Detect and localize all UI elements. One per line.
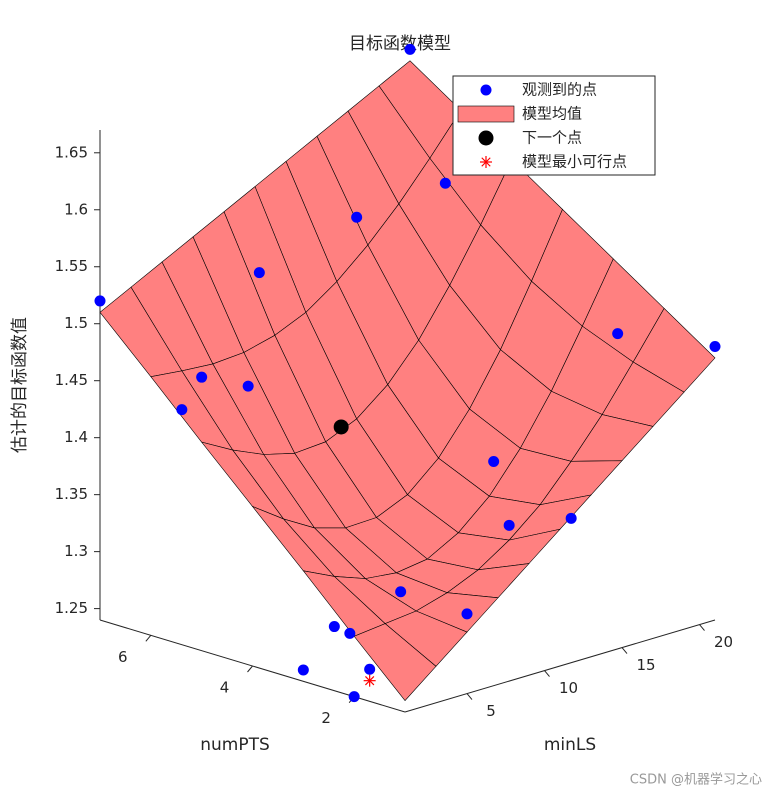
x-tick-label: 6 <box>118 648 128 666</box>
y-tick-label: 15 <box>636 656 655 674</box>
z-tick-label: 1.45 <box>55 371 88 389</box>
observed-point <box>395 586 407 598</box>
z-tick-label: 1.4 <box>64 428 88 446</box>
legend-label: 模型最小可行点 <box>522 153 627 171</box>
y-tick <box>466 693 473 700</box>
z-tick-label: 1.5 <box>64 314 88 332</box>
observed-point <box>351 211 363 223</box>
y-tick <box>544 670 550 677</box>
x-tick-label: 4 <box>220 679 230 697</box>
observed-point <box>344 627 356 639</box>
x-tick <box>247 665 253 673</box>
min-point <box>363 674 376 687</box>
z-tick-label: 1.3 <box>64 542 88 560</box>
z-tick-label: 1.65 <box>55 143 88 161</box>
observed-point <box>461 608 473 620</box>
legend-marker <box>480 84 492 96</box>
legend-marker <box>478 130 494 146</box>
observed-point <box>364 663 376 675</box>
observed-point <box>709 341 721 353</box>
chart-title: 目标函数模型 <box>349 34 451 54</box>
observed-point <box>348 691 360 703</box>
observed-point <box>404 43 416 55</box>
observed-point <box>612 328 624 340</box>
observed-point <box>196 371 208 383</box>
next-point <box>333 419 349 435</box>
z-axis-label: 估计的目标函数值 <box>10 317 30 453</box>
x-tick <box>145 635 152 642</box>
legend-label: 下一个点 <box>522 129 582 147</box>
observed-point <box>176 404 188 416</box>
observed-point <box>242 380 254 392</box>
z-tick-label: 1.25 <box>55 599 88 617</box>
observed-point <box>94 295 106 307</box>
legend-label: 观测到的点 <box>522 81 597 99</box>
y-tick-label: 5 <box>486 702 496 720</box>
x-tick-label: 2 <box>321 709 331 727</box>
star-stroke <box>364 676 375 686</box>
observed-point <box>503 519 515 531</box>
observed-point <box>253 267 265 279</box>
z-tick-label: 1.55 <box>55 257 88 275</box>
y-axis <box>404 619 716 713</box>
observed-point <box>439 177 451 189</box>
observed-point <box>297 664 309 676</box>
watermark: CSDN @机器学习之心 <box>630 772 762 788</box>
surface-patch <box>353 623 437 702</box>
y-tick-label: 10 <box>559 679 578 697</box>
y-tick-label: 20 <box>714 633 733 651</box>
y-tick <box>621 647 628 654</box>
y-tick <box>699 624 705 631</box>
observed-point <box>488 456 500 468</box>
z-tick-label: 1.6 <box>64 200 88 218</box>
legend-marker <box>457 105 515 123</box>
observed-point <box>565 512 577 524</box>
legend-marker <box>481 157 491 167</box>
observed-point <box>328 621 340 633</box>
x-axis-label: numPTS <box>200 735 270 755</box>
y-axis-label: minLS <box>544 735 596 755</box>
z-tick-label: 1.35 <box>55 485 88 503</box>
legend-label: 模型均值 <box>522 105 582 123</box>
